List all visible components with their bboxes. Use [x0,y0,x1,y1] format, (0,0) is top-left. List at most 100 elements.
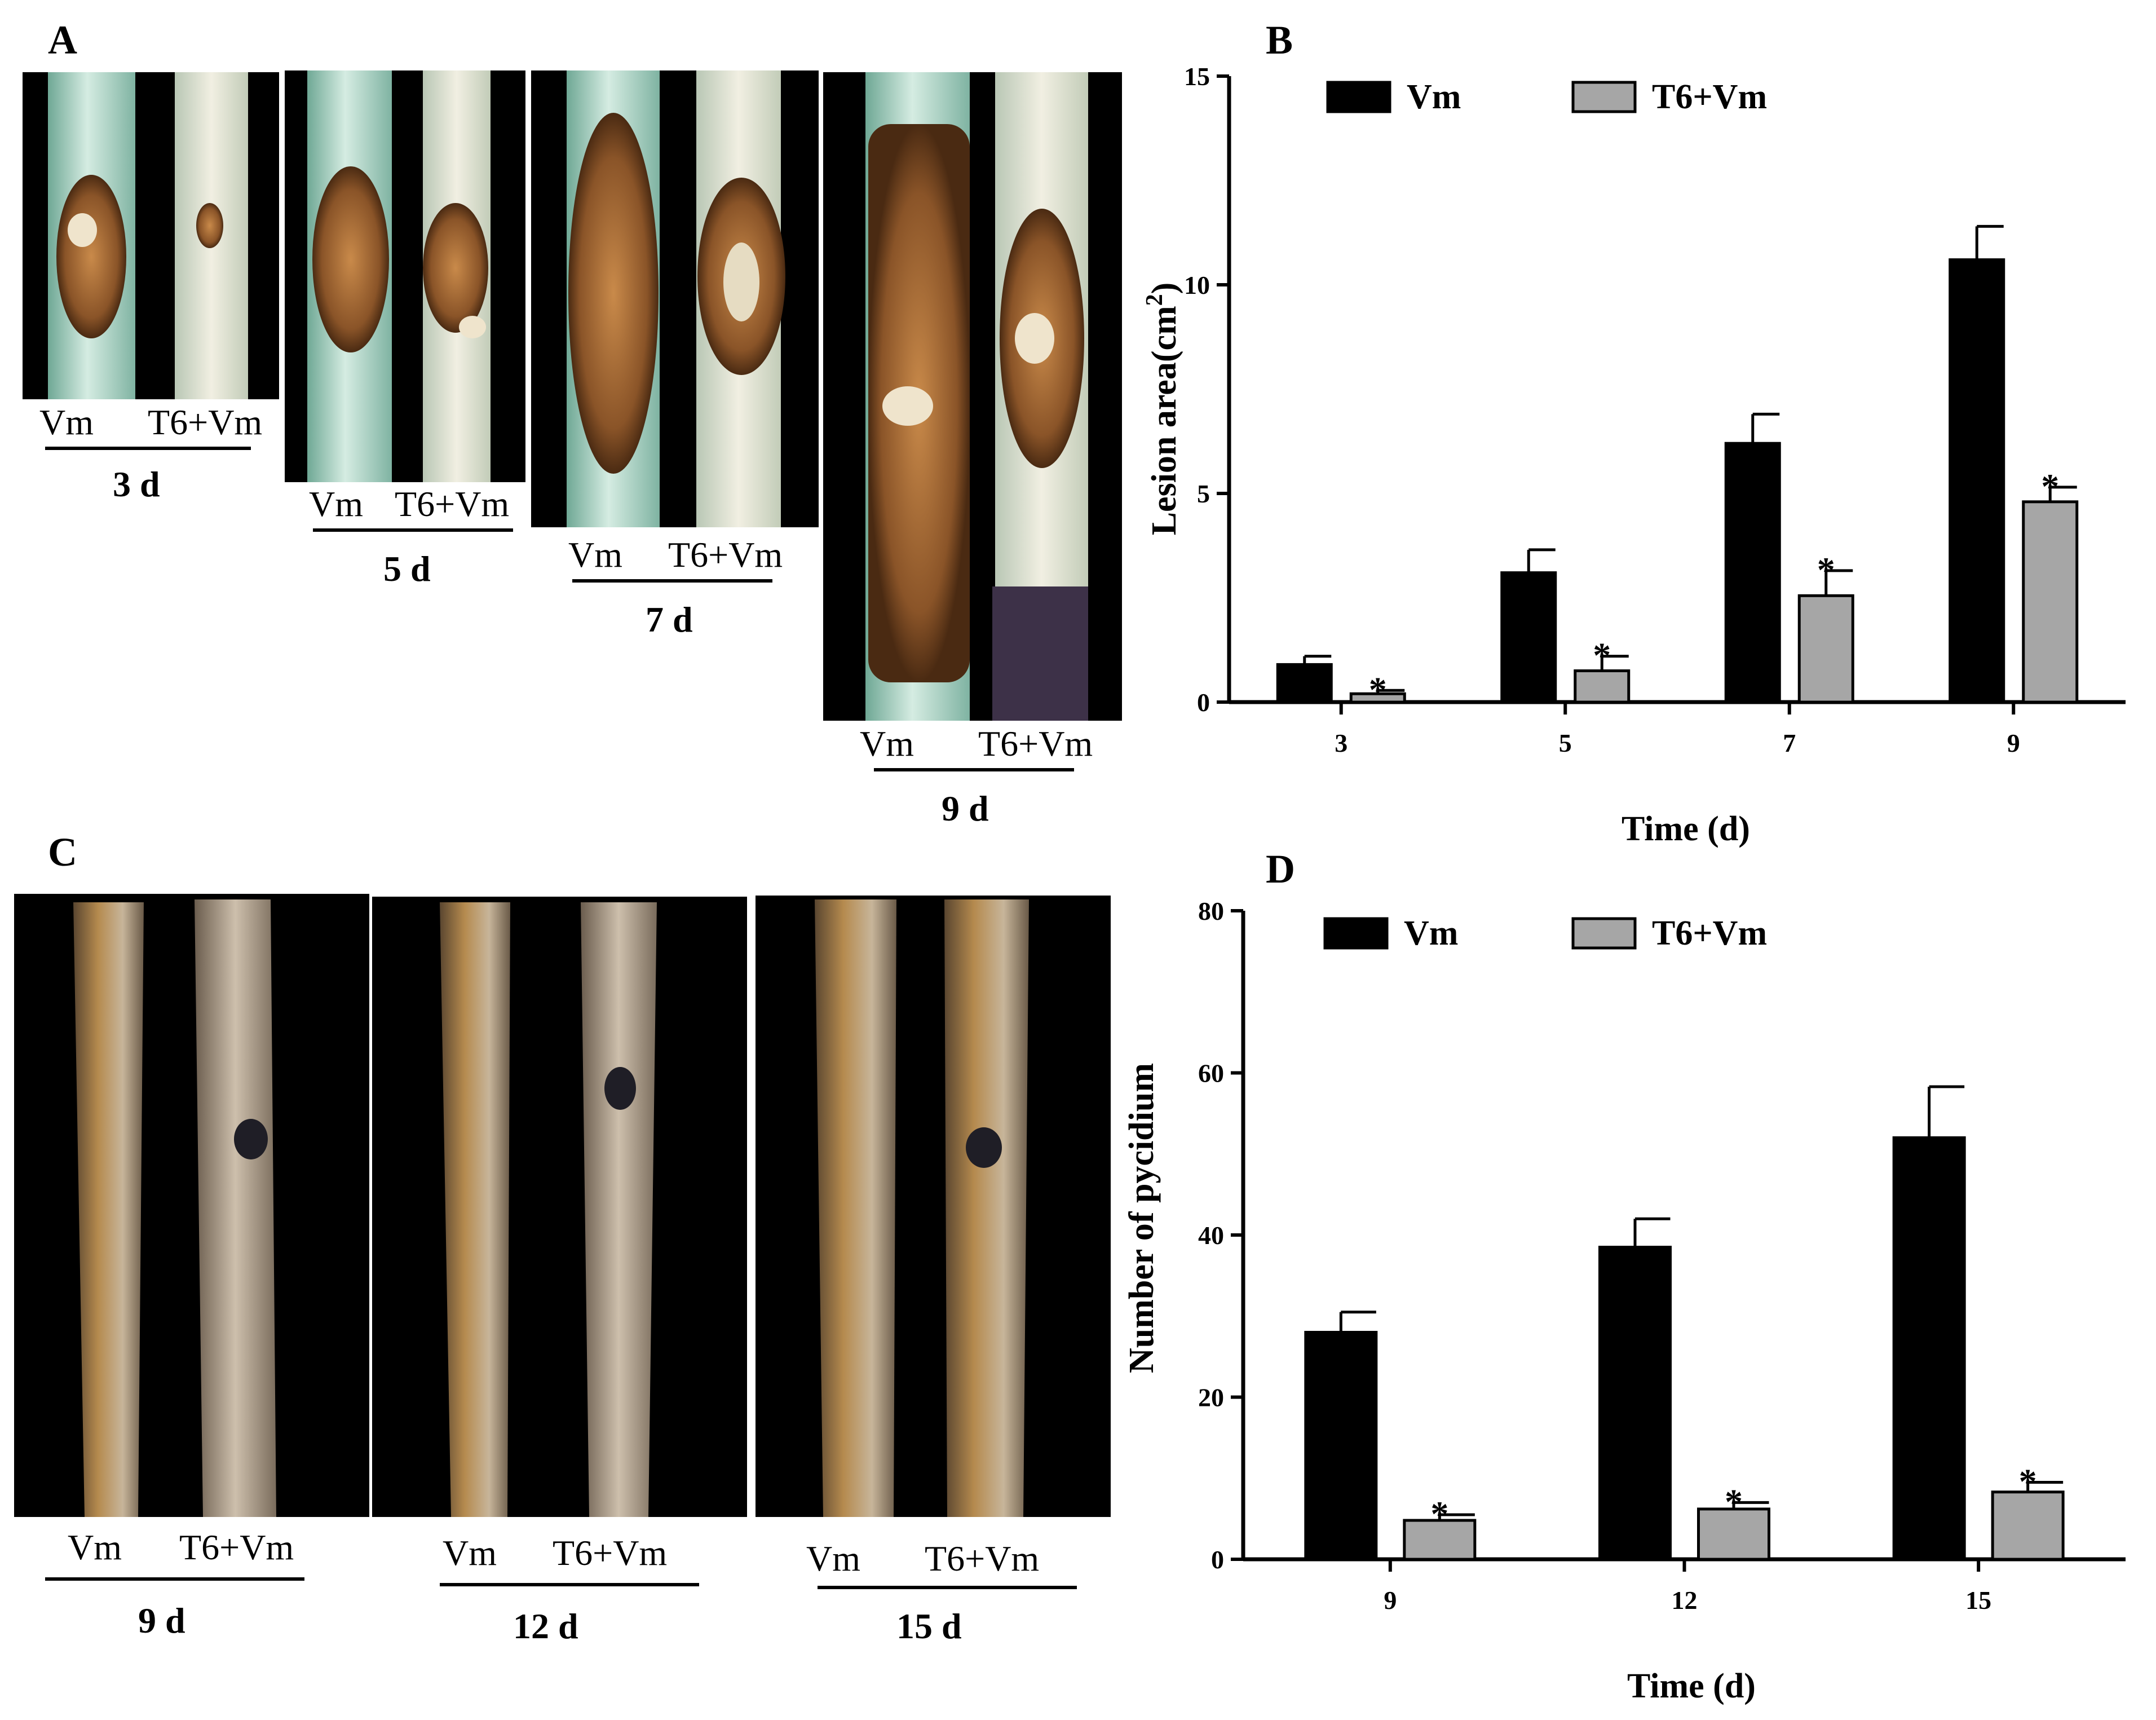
inoculation-site [604,1067,636,1110]
d-y-tick-label: 60 [1198,1059,1224,1088]
wound [459,316,486,338]
label-t6vm: T6+Vm [978,724,1093,764]
b-significance-marker: * [1593,636,1611,676]
lesion-t6vm [423,203,488,333]
inoculation-site [234,1119,268,1159]
lesion-vm [312,166,389,352]
d-y-tick-label: 40 [1198,1221,1224,1250]
lesion-t6vm [196,203,223,248]
d-y-tick-label: 80 [1198,897,1224,925]
b-bar-vm [1276,663,1333,704]
photo-c-9d: Vm T6+Vm 9 d [14,894,369,1640]
label-vm: Vm [860,724,914,764]
d-legend-label-t6vm: T6+Vm [1652,914,1767,952]
photo-a-9d: Vm T6+Vm 9 d [823,72,1122,828]
photo-background [372,897,747,1517]
d-significance-marker: * [1725,1481,1743,1521]
b-x-tick-label: 9 [2007,729,2020,757]
b-y-tick-label: 15 [1184,62,1210,91]
d-x-tick-label: 12 [1672,1586,1698,1615]
b-x-tick-label: 5 [1559,729,1572,757]
twig-t6vm [195,899,276,1517]
wound [68,213,97,247]
wound [882,386,933,426]
panel-label-d: D [1266,846,1295,892]
photo-a-5d: Vm T6+Vm 5 d [285,70,525,589]
photo-c-12d: Vm T6+Vm 12 d [372,897,747,1646]
photo-background [756,896,1111,1517]
b-legend-swatch-vm [1326,81,1391,113]
b-x-tick-label: 7 [1783,729,1796,757]
twig-vm [73,902,144,1517]
d-bar-vm [1304,1331,1378,1561]
photo-a-7d: Vm T6+Vm 7 d [531,70,819,640]
b-legend-swatch-t6vm [1571,81,1637,113]
x-axis-title-d: Time (d) [1627,1667,1756,1705]
d-legend-label-vm: Vm [1404,914,1458,952]
day-label: 15 d [896,1606,962,1646]
b-significance-marker: * [2041,466,2059,506]
day-label: 12 d [513,1606,578,1646]
d-bar-t6vm [1991,1490,2065,1561]
panel-label-c: C [48,830,77,875]
y-axis-title-d: Number of pycidium [1123,1063,1161,1373]
d-bar-vm [1892,1136,1966,1561]
b-bar-vm [1949,258,2005,704]
day-label: 5 d [383,549,431,589]
lesion-vm [568,113,659,474]
day-label: 7 d [646,599,693,640]
b-bar-t6vm [1574,669,1631,704]
panel-label-a: A [48,17,77,63]
label-vm: Vm [309,484,363,524]
photo-background [14,894,369,1517]
label-vm: Vm [68,1527,122,1567]
d-x-tick-label: 9 [1384,1586,1397,1615]
wound [723,242,759,321]
label-t6vm: T6+Vm [179,1527,294,1567]
day-label: 3 d [113,464,160,504]
label-vm: Vm [443,1533,497,1573]
d-y-tick-label: 20 [1198,1383,1224,1412]
chart-lesion-area: B Lesion area(cm2) Time (d) 0 5 10 15 3 * 5 * 7 *… [1142,17,2126,848]
d-significance-marker: * [1430,1494,1448,1534]
photo-c-15d: Vm T6+Vm 15 d [756,896,1111,1646]
b-y-tick-label: 0 [1197,688,1210,717]
inoculation-site [966,1127,1002,1168]
b-y-tick-label: 5 [1197,479,1210,508]
d-legend-swatch-vm [1323,917,1389,950]
twig-t6vm [944,899,1029,1517]
d-bar-vm [1598,1246,1672,1561]
b-bar-vm [1724,442,1781,704]
x-axis-title-b: Time (d) [1622,810,1750,848]
lesion-vm [56,175,126,338]
twig-t6vm [581,902,657,1517]
label-t6vm: T6+Vm [925,1538,1039,1578]
d-y-tick-label: 0 [1211,1545,1224,1574]
label-t6vm: T6+Vm [148,402,262,442]
label-vm: Vm [806,1538,860,1578]
b-significance-marker: * [1817,550,1835,590]
d-x-tick-label: 15 [1965,1586,1991,1615]
twig-vm [815,899,896,1517]
photo-a-3d: Vm T6+Vm 3 d [23,72,279,504]
b-bar-t6vm [1797,594,1854,704]
d-legend-swatch-t6vm [1571,917,1637,950]
label-t6vm: T6+Vm [553,1533,667,1573]
label-vm: Vm [568,535,622,575]
b-bar-vm [1500,571,1557,704]
b-y-tick-label: 10 [1184,271,1210,299]
twig-vm [440,902,510,1517]
label-t6vm: T6+Vm [395,484,509,524]
wound [1015,313,1054,364]
panel-label-b: B [1266,17,1293,63]
y-axis-title-b: Lesion area(cm2) [1142,283,1183,536]
day-label: 9 d [942,788,989,828]
b-bar-t6vm [2022,500,2079,704]
b-legend-label-vm: Vm [1407,78,1461,116]
label-t6vm: T6+Vm [668,535,783,575]
b-legend-label-t6vm: T6+Vm [1652,78,1767,116]
dark-lesion-base [992,586,1088,721]
d-bar-t6vm [1697,1507,1770,1561]
